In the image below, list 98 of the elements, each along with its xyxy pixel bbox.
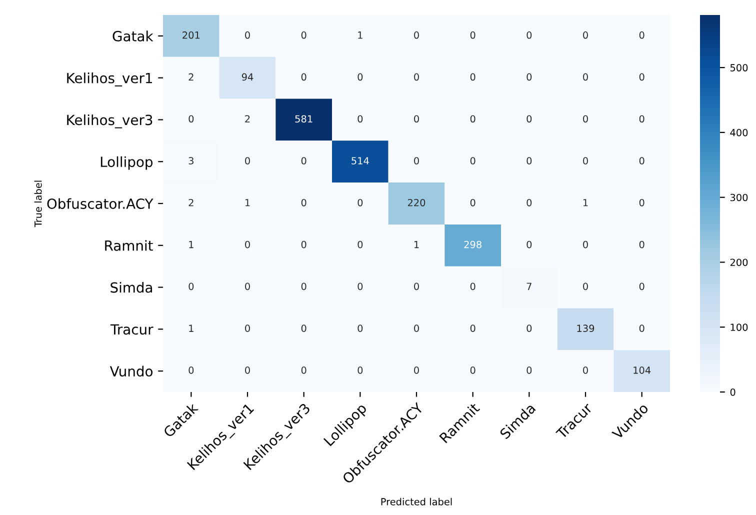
data-label: 0	[470, 73, 476, 81]
data-label: 0	[470, 324, 476, 332]
data-label: 0	[583, 240, 588, 248]
data-label: 0	[188, 366, 194, 374]
data-label: 0	[526, 31, 532, 39]
data-label: 0	[358, 282, 363, 290]
data-label: 0	[583, 157, 588, 164]
data-label: 0	[639, 198, 644, 206]
data-label: 0	[470, 198, 476, 206]
data-label: 0	[245, 31, 250, 39]
data-label: 7	[526, 282, 532, 290]
y-axis-title: True label	[34, 180, 42, 228]
data-label: 0	[414, 366, 419, 374]
data-label: 1	[414, 240, 419, 248]
data-label: 0	[301, 282, 306, 290]
data-label: 0	[358, 240, 363, 248]
data-label: 0	[583, 366, 588, 374]
data-label: 0	[414, 31, 419, 39]
data-label: 0	[414, 324, 419, 332]
data-label: 0	[301, 157, 306, 164]
y-tick-label: Gatak	[112, 30, 154, 42]
data-label: 0	[526, 366, 532, 374]
data-label: 0	[358, 73, 363, 81]
data-label: 1	[189, 240, 194, 248]
data-label: 0	[188, 282, 194, 290]
data-label: 0	[301, 198, 306, 206]
data-label: 1	[583, 199, 588, 206]
data-label: 201	[182, 31, 200, 39]
y-tick-label: Tracur	[110, 324, 154, 335]
data-label: 0	[526, 324, 532, 332]
data-label: 0	[639, 73, 644, 81]
data-label: 0	[470, 115, 476, 123]
x-axis-title: Predicted label	[381, 498, 452, 506]
data-label: 220	[408, 198, 426, 206]
data-label: 0	[526, 115, 532, 123]
data-label: 1	[358, 32, 362, 39]
data-label: 0	[470, 31, 476, 39]
data-label: 139	[577, 324, 594, 332]
data-label: 1	[189, 324, 194, 332]
data-label: 0	[639, 31, 644, 39]
color-bar-label: 400	[730, 128, 748, 136]
data-label: 0	[583, 282, 588, 290]
data-label: 0	[639, 115, 644, 123]
data-label: 0	[414, 282, 419, 290]
color-bar-label: 500	[730, 64, 748, 72]
data-label: 0	[639, 282, 644, 290]
data-label: 0	[583, 73, 588, 81]
data-label: 0	[639, 240, 644, 248]
data-label: 0	[583, 31, 588, 39]
data-label: 0	[245, 157, 250, 164]
data-label: 0	[301, 31, 306, 39]
data-label: 0	[301, 366, 306, 374]
data-label: 0	[583, 115, 588, 123]
data-label: 0	[414, 157, 419, 164]
data-label: 1	[245, 199, 250, 206]
data-label: 0	[358, 366, 363, 374]
color-bar-label: 100	[730, 324, 748, 331]
data-label: 0	[526, 198, 532, 206]
data-label: 2	[188, 73, 194, 81]
data-label: 0	[301, 324, 306, 332]
data-label: 0	[639, 157, 644, 164]
data-label: 0	[358, 198, 363, 206]
data-label: 0	[245, 366, 250, 374]
data-label: 0	[526, 73, 532, 81]
data-label: 0	[470, 157, 476, 164]
data-label: 0	[414, 115, 419, 123]
data-label: 0	[358, 115, 363, 123]
data-label: 581	[295, 115, 312, 123]
color-bar-label: 200	[730, 258, 748, 266]
data-label: 0	[526, 157, 532, 164]
data-label: 0	[245, 240, 250, 248]
data-label: 514	[352, 157, 369, 164]
data-label: 0	[639, 324, 644, 332]
data-label: 94	[242, 73, 254, 81]
data-label: 0	[301, 73, 306, 81]
data-label: 0	[188, 115, 194, 123]
y-tick-label: Lollipop	[100, 156, 153, 170]
data-label: 2	[245, 115, 250, 122]
y-tick-label: Kelihos_ver1	[67, 72, 152, 86]
color-bar-label: 0	[730, 388, 736, 396]
data-label: 2	[188, 198, 194, 206]
color-bar-label: 300	[730, 194, 748, 202]
y-tick-label: Obfuscator.ACY	[47, 198, 154, 209]
y-tick-label: Kelihos_ver3	[67, 114, 152, 128]
y-tick-label: Vundo	[110, 366, 153, 377]
data-label: 0	[245, 282, 250, 290]
data-label: 0	[301, 240, 306, 248]
data-label: 298	[464, 240, 482, 248]
data-label: 3	[188, 157, 194, 164]
y-tick-label: Ramnit	[105, 240, 153, 251]
data-label: 0	[470, 366, 476, 374]
data-label: 0	[526, 240, 532, 248]
y-tick-label: Simda	[110, 282, 152, 293]
data-label: 0	[245, 324, 250, 332]
data-label: 104	[634, 366, 651, 374]
data-label: 0	[470, 282, 476, 290]
data-label: 0	[358, 324, 363, 332]
data-label: 0	[414, 73, 419, 81]
